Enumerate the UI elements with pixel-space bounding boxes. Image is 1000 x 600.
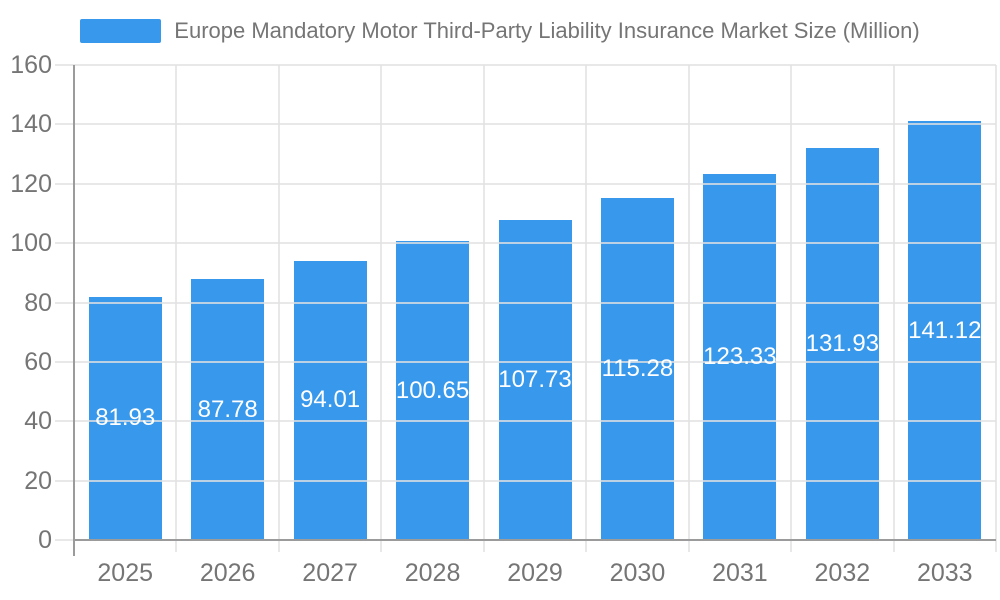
- y-gridline: [55, 182, 996, 185]
- bar-value-label: 87.78: [197, 395, 258, 423]
- x-axis-tick-label: 2029: [507, 559, 563, 587]
- bar-value-label: 81.93: [95, 404, 156, 432]
- x-gridline: [892, 65, 895, 552]
- x-gridline: [175, 65, 178, 552]
- y-axis-tick-label: 100: [10, 229, 52, 258]
- x-gridline: [687, 65, 690, 552]
- x-gridline: [482, 65, 485, 552]
- x-axis-line: [74, 539, 996, 541]
- y-axis-tick-label: 160: [10, 51, 52, 79]
- bar-2028[interactable]: [396, 241, 470, 540]
- bar-value-label: 94.01: [300, 386, 361, 414]
- y-axis-tick-label: 120: [10, 169, 52, 198]
- y-gridline: [55, 123, 996, 126]
- y-axis-tick-label: 140: [10, 110, 52, 139]
- y-axis-tick-label: 20: [24, 466, 52, 495]
- bar-value-label: 141.12: [908, 316, 982, 344]
- x-gridline: [585, 65, 588, 552]
- bar-2033[interactable]: [908, 121, 982, 540]
- legend-swatch: [80, 19, 162, 43]
- x-axis-tick-label: 2026: [199, 559, 256, 587]
- bar-value-label: 115.28: [601, 354, 674, 382]
- bar-2030[interactable]: [600, 197, 674, 540]
- x-axis-tick-label: 2028: [404, 559, 461, 587]
- y-gridline: [55, 301, 996, 304]
- y-gridline: [55, 420, 996, 423]
- x-axis-tick-label: 2030: [609, 559, 666, 587]
- x-gridline: [790, 65, 793, 552]
- y-axis-tick-label: 80: [24, 288, 52, 317]
- x-gridline: [995, 65, 997, 552]
- bar-2031[interactable]: [703, 173, 777, 540]
- x-gridline: [277, 65, 280, 552]
- y-gridline: [55, 242, 996, 245]
- y-gridline: [55, 64, 996, 66]
- x-gridline: [380, 65, 383, 552]
- bar-value-label: 100.65: [395, 376, 470, 404]
- x-axis-tick-label: 2032: [814, 559, 871, 587]
- y-axis-line: [73, 65, 75, 556]
- bar-value-label: 131.93: [805, 330, 880, 358]
- x-axis-tick-label: 2025: [97, 559, 154, 587]
- chart-title: Europe Mandatory Motor Third-Party Liabi…: [174, 18, 920, 43]
- bar-2029[interactable]: [498, 220, 572, 540]
- bar-value-label: 123.33: [703, 342, 777, 370]
- x-axis-tick-label: 2033: [916, 559, 973, 587]
- bar-2026[interactable]: [191, 279, 265, 540]
- y-gridline: [55, 360, 996, 363]
- x-axis-tick-label: 2027: [302, 559, 358, 587]
- bar-2027[interactable]: [293, 260, 367, 540]
- y-axis-tick-label: 40: [24, 407, 52, 436]
- y-axis-tick-label: 60: [24, 347, 52, 376]
- y-axis-tick-label: 0: [38, 526, 52, 554]
- chart-legend[interactable]: Europe Mandatory Motor Third-Party Liabi…: [0, 14, 1000, 48]
- y-gridline: [55, 479, 996, 482]
- x-axis-tick-label: 2031: [712, 559, 768, 587]
- bar-value-label: 107.73: [498, 366, 572, 394]
- bar-2025[interactable]: [88, 296, 162, 540]
- bar-2032[interactable]: [805, 148, 879, 540]
